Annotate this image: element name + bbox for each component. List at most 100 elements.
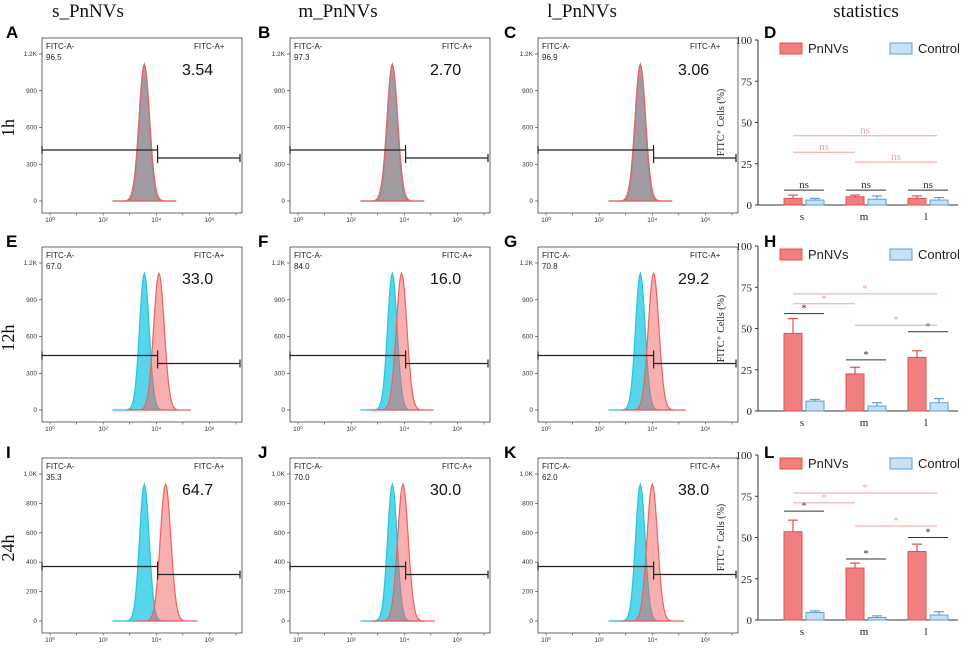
x-tick-label: 10²	[346, 637, 356, 644]
y-tick-label: 100	[736, 450, 753, 462]
bar-pnnvs-s	[783, 197, 803, 206]
y-tick-label: 50	[741, 118, 753, 130]
bar-pnnvs-s	[783, 332, 803, 412]
y-tick-label: 300	[26, 161, 37, 168]
x-tick-label: 10⁶	[700, 217, 710, 224]
y-tick-label: 800	[274, 500, 285, 507]
legend-label-control: Control	[918, 456, 960, 471]
y-tick-label: 900	[274, 88, 285, 95]
row-label-1h: 1h	[0, 119, 18, 137]
legend-label-pnnvs: PnNVs	[808, 41, 849, 56]
x-tick-label: 10⁰	[293, 425, 303, 433]
y-tick-label: 900	[26, 88, 37, 95]
gate-label-positive: FITC-A+	[442, 251, 473, 260]
column-header-s: s_PnNVs	[52, 1, 124, 22]
x-tick-label: 10⁴	[151, 217, 161, 224]
y-tick-label: 25	[741, 365, 753, 377]
significance-label: *	[863, 349, 869, 361]
positive-percent: 29.2	[678, 271, 709, 288]
x-tick-label: 10⁴	[151, 426, 161, 433]
x-tick-label: 10²	[346, 426, 356, 433]
y-tick-label: 300	[274, 370, 285, 377]
x-tick-label: 10⁰	[45, 425, 55, 433]
legend-swatch-pnnvs	[779, 42, 803, 55]
x-tick-label: 10²	[594, 637, 604, 644]
x-tick-label: 10⁰	[541, 425, 551, 433]
panel-letter-g: G	[504, 232, 517, 251]
bar-pnnvs-s	[783, 531, 803, 621]
y-tick-label: 400	[26, 559, 37, 566]
negative-percent: 67.0	[46, 262, 62, 271]
x-tick-label: 10⁰	[293, 636, 303, 644]
column-header-l: l_PnNVs	[547, 1, 617, 22]
sample-histogram	[112, 62, 177, 202]
y-tick-label: 200	[26, 589, 37, 596]
legend: PnNVs Control	[779, 456, 960, 471]
bar-chart-l: 0 25 50 75 100 FITC⁺ Cells (%) PnNVs Control s m l…	[716, 450, 960, 638]
bar-pnnvs-l	[907, 197, 927, 206]
x-category-label: s	[800, 417, 804, 429]
significance-label: ns	[819, 141, 829, 153]
negative-percent: 70.0	[294, 473, 310, 482]
legend-swatch-pnnvs	[779, 248, 803, 261]
panel-letter-f: F	[258, 232, 268, 251]
y-tick-label: 900	[26, 297, 37, 304]
y-tick-label: 0	[747, 406, 753, 418]
positive-percent: 30.0	[430, 482, 461, 499]
y-tick-label: 600	[26, 530, 37, 537]
y-tick-label: 900	[522, 88, 533, 95]
sample-histogram	[369, 271, 434, 411]
y-tick-label: 75	[741, 491, 753, 503]
sample-histogram	[360, 62, 425, 202]
row-label-24h: 24h	[0, 535, 18, 562]
sample-histogram	[620, 482, 685, 622]
negative-percent: 35.3	[46, 473, 62, 482]
bar-control-m	[867, 617, 887, 621]
significance-label: ns	[861, 179, 871, 191]
bar-control-l	[929, 614, 949, 621]
gate-label-positive: FITC-A+	[690, 251, 721, 260]
x-tick-label: 10⁴	[399, 217, 409, 224]
bar-control-s	[805, 612, 825, 621]
legend: PnNVs Control	[779, 247, 960, 262]
sample-histogram	[621, 271, 686, 411]
y-tick-label: 900	[274, 297, 285, 304]
y-tick-label: 1.2K	[520, 51, 534, 58]
x-tick-label: 10⁶	[700, 637, 710, 644]
y-tick-label: 0	[33, 198, 37, 205]
y-tick-label: 75	[741, 282, 753, 294]
gate-label-positive: FITC-A+	[194, 251, 225, 260]
histogram-panel-f: 0 300 600 900 1.2K 10⁰ 10² 10⁴ 10⁶ FITC-A- 84.0 FIT…	[272, 246, 491, 433]
x-category-label: l	[924, 417, 927, 429]
x-tick-label: 10⁴	[399, 426, 409, 433]
x-category-label: m	[860, 626, 869, 638]
positive-percent: 2.70	[430, 62, 461, 79]
y-tick-label: 600	[274, 334, 285, 341]
x-tick-label: 10²	[594, 426, 604, 433]
x-tick-label: 10²	[98, 217, 108, 224]
panel-letter-l: L	[764, 443, 774, 462]
statistics-bar-charts: 0 25 50 75 100 FITC⁺ Cells (%) PnNVs Control s m l…	[716, 35, 960, 638]
x-tick-label: 10⁶	[204, 637, 214, 644]
histogram-panel-e: 0 300 600 900 1.2K 10⁰ 10² 10⁴ 10⁶ FITC-A- 67.0 FIT…	[24, 246, 243, 433]
y-tick-label: 0	[747, 200, 753, 212]
y-tick-label: 1.2K	[24, 260, 38, 267]
sample-histogram	[371, 482, 435, 622]
x-category-label: s	[800, 211, 804, 223]
y-tick-label: 100	[736, 35, 753, 47]
y-tick-label: 300	[522, 161, 533, 168]
bar-control-m	[867, 405, 887, 412]
y-tick-label: 50	[741, 533, 753, 545]
y-tick-label: 100	[736, 241, 753, 253]
histogram-panel-a: 0 300 600 900 1.2K 10⁰ 10² 10⁴ 10⁶ FITC-A- 96.5 FIT…	[24, 37, 243, 224]
bar-chart-d: 0 25 50 75 100 FITC⁺ Cells (%) PnNVs Control s m l…	[716, 35, 960, 223]
y-tick-label: 900	[522, 297, 533, 304]
positive-percent: 3.54	[182, 62, 213, 79]
histogram-panel-c: 0 300 600 900 1.2K 10⁰ 10² 10⁴ 10⁶ FITC-A- 96.9 FIT…	[520, 37, 739, 224]
y-tick-label: 600	[522, 334, 533, 341]
bar-pnnvs-m	[845, 373, 865, 412]
panel-letter-b: B	[258, 23, 270, 42]
y-tick-label: 300	[26, 370, 37, 377]
positive-percent: 38.0	[678, 482, 709, 499]
